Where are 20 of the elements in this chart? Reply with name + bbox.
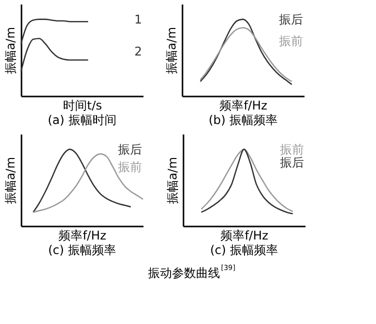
series-label: 振前 [279, 34, 303, 48]
series-label: 振前 [118, 160, 142, 174]
text: 振前 [280, 142, 304, 156]
x-axis-title: 时间t/s [63, 98, 102, 112]
text: 振后 [118, 142, 142, 156]
x-axis-title: 频率f/Hz [220, 98, 268, 112]
y-axis-title: 振幅a/m [4, 26, 18, 74]
text: 2 [134, 44, 142, 59]
text: 1 [134, 12, 142, 26]
y-axis-title: 振幅a/m [166, 156, 180, 204]
text: (a) 振幅时间 [48, 113, 116, 127]
text: 振后 [280, 155, 304, 170]
text: (b) 振幅频率 [208, 113, 278, 127]
x-axis-title: 频率f/Hz [220, 228, 268, 242]
y-axis-title: 振幅a/m [4, 156, 18, 204]
text: 振后 [279, 12, 303, 26]
text: (c) 振幅频率 [48, 243, 116, 257]
x-axis-title: 频率f/Hz [58, 228, 106, 242]
y-axis-title: 振幅a/m [164, 26, 178, 74]
text: (c) 振幅频率 [210, 243, 278, 257]
